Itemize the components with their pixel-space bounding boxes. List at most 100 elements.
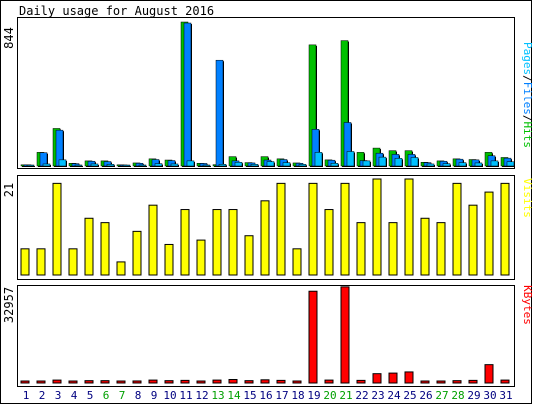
kbytes-bar-19 bbox=[308, 290, 318, 384]
kbytes-bar-14 bbox=[228, 379, 238, 384]
pages-bar-12 bbox=[202, 164, 211, 167]
visits-bar-21 bbox=[340, 182, 350, 276]
day-label-19: 19 bbox=[307, 389, 320, 402]
pages-bar-6 bbox=[106, 164, 115, 167]
files-bar-11 bbox=[183, 22, 192, 167]
day-label-29: 29 bbox=[467, 389, 480, 402]
pages-bar-25 bbox=[410, 157, 419, 167]
day-label-24: 24 bbox=[387, 389, 401, 402]
kbytes-bar-15 bbox=[244, 380, 254, 384]
kbytes-bar-2 bbox=[36, 380, 46, 384]
visits-max-label: 21 bbox=[2, 183, 16, 197]
day-label-10: 10 bbox=[163, 389, 176, 402]
pages-bar-1 bbox=[26, 164, 35, 167]
pages-bar-17 bbox=[282, 162, 291, 167]
visits-bar-5 bbox=[84, 217, 94, 276]
day-label-13: 13 bbox=[211, 389, 224, 402]
pages-bar-10 bbox=[170, 163, 179, 167]
kbytes-bar-31 bbox=[500, 379, 510, 384]
day-label-25: 25 bbox=[403, 389, 416, 402]
visits-bar-15 bbox=[244, 235, 254, 276]
day-label-7: 7 bbox=[119, 389, 126, 402]
visits-bar-6 bbox=[100, 222, 110, 276]
hits-panel-frame bbox=[17, 17, 515, 169]
day-label-27: 27 bbox=[435, 389, 448, 402]
day-label-26: 26 bbox=[419, 389, 432, 402]
day-label-1: 1 bbox=[23, 389, 30, 402]
kbytes-bar-8 bbox=[132, 380, 142, 384]
day-label-31: 31 bbox=[499, 389, 512, 402]
visits-bar-14 bbox=[228, 209, 238, 276]
pages-bar-31 bbox=[506, 161, 515, 167]
pages-bar-3 bbox=[58, 159, 67, 167]
day-label-4: 4 bbox=[71, 389, 78, 402]
legend-sep-1: / bbox=[521, 75, 533, 82]
day-label-18: 18 bbox=[291, 389, 304, 402]
day-label-8: 8 bbox=[135, 389, 142, 402]
day-label-17: 17 bbox=[275, 389, 288, 402]
day-label-22: 22 bbox=[355, 389, 368, 402]
pages-bar-21 bbox=[346, 151, 355, 167]
pages-bar-7-shadow bbox=[124, 166, 131, 167]
pages-bar-8-shadow bbox=[140, 165, 147, 167]
visits-bar-28 bbox=[452, 182, 462, 276]
kbytes-bar-25 bbox=[404, 371, 414, 384]
day-label-16: 16 bbox=[259, 389, 272, 402]
visits-bar-12 bbox=[196, 239, 206, 276]
legend-sep-2: / bbox=[521, 115, 533, 122]
pages-bar-22 bbox=[362, 160, 371, 167]
kbytes-bar-30 bbox=[484, 364, 494, 384]
pages-bar-27 bbox=[442, 163, 451, 167]
legend-visits: Visits bbox=[521, 178, 533, 218]
day-label-23: 23 bbox=[371, 389, 384, 402]
visits-bar-30 bbox=[484, 191, 494, 276]
pages-bar-20 bbox=[330, 163, 339, 167]
hits-bars bbox=[20, 21, 515, 168]
pages-bar-7 bbox=[122, 164, 131, 167]
pages-bar-24 bbox=[394, 158, 403, 167]
visits-bar-20 bbox=[324, 209, 334, 276]
kbytes-bar-16 bbox=[260, 379, 270, 384]
pages-bar-18 bbox=[298, 164, 307, 167]
kbytes-bar-27 bbox=[436, 380, 446, 384]
kbytes-bar-13 bbox=[212, 379, 222, 384]
day-label-30: 30 bbox=[483, 389, 496, 402]
pages-bar-15 bbox=[250, 164, 259, 167]
kbytes-max-label: 32957 bbox=[2, 287, 16, 323]
visits-bar-2 bbox=[36, 248, 46, 276]
pages-bar-5 bbox=[90, 163, 99, 167]
kbytes-bar-22 bbox=[356, 379, 366, 384]
visits-bar-4 bbox=[68, 248, 78, 276]
visits-bar-26 bbox=[420, 217, 430, 276]
kbytes-bar-1 bbox=[20, 380, 30, 384]
kbytes-bar-17 bbox=[276, 379, 286, 384]
visits-bar-27 bbox=[436, 222, 446, 276]
visits-bar-1 bbox=[20, 248, 30, 276]
kbytes-bar-6 bbox=[100, 380, 110, 384]
visits-bars bbox=[20, 178, 510, 276]
kbytes-bar-11 bbox=[180, 379, 190, 384]
pages-bar-14 bbox=[234, 161, 243, 167]
pages-bar-16 bbox=[266, 161, 275, 167]
day-label-5: 5 bbox=[87, 389, 94, 402]
day-label-2: 2 bbox=[39, 389, 46, 402]
visits-bar-7 bbox=[116, 261, 126, 276]
hits-max-label: 844 bbox=[2, 27, 16, 49]
pages-bar-9 bbox=[154, 163, 163, 167]
day-label-11: 11 bbox=[179, 389, 192, 402]
visits-bar-25 bbox=[404, 178, 414, 276]
kbytes-bars bbox=[20, 286, 510, 384]
pages-bar-30 bbox=[490, 160, 499, 167]
visits-bar-23 bbox=[372, 178, 382, 276]
pages-bar-13 bbox=[218, 164, 227, 167]
pages-bar-19 bbox=[314, 152, 323, 167]
kbytes-bar-29 bbox=[468, 379, 478, 384]
kbytes-bar-18 bbox=[292, 380, 302, 384]
pages-bar-4-shadow bbox=[76, 165, 83, 167]
day-label-9: 9 bbox=[151, 389, 158, 402]
kbytes-bar-21 bbox=[340, 286, 350, 384]
visits-bar-19 bbox=[308, 182, 318, 276]
day-label-21: 21 bbox=[339, 389, 352, 402]
pages-bar-8 bbox=[138, 164, 147, 167]
